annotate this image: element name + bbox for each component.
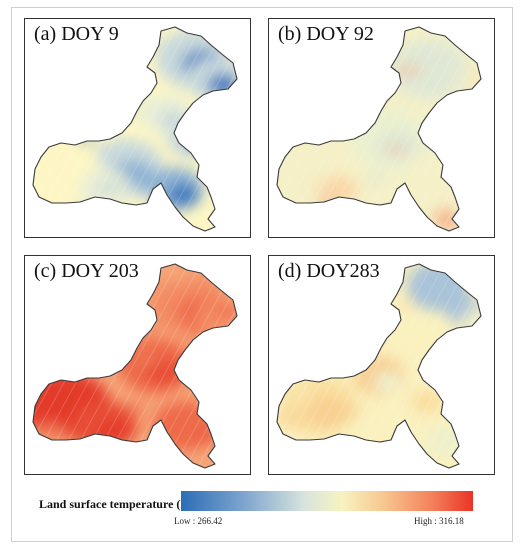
map-b — [276, 26, 482, 232]
map-panel-a: (a) DOY 9 — [24, 18, 251, 238]
map-panel-b: (b) DOY 92 — [268, 18, 495, 238]
map-d — [276, 263, 482, 469]
region-boundary — [276, 263, 482, 469]
legend-title: Land surface temperature (K) — [39, 497, 194, 511]
panel-label: (b) DOY 92 — [278, 23, 374, 45]
panel-label: (d) DOY283 — [278, 260, 380, 282]
legend-color-ramp — [181, 491, 473, 511]
region-boundary — [32, 263, 238, 469]
map-a — [32, 26, 238, 232]
region-boundary — [32, 26, 238, 232]
panel-label: (a) DOY 9 — [34, 23, 119, 45]
map-c — [32, 263, 238, 469]
map-panel-c: (c) DOY 203 — [24, 255, 251, 475]
legend-high-label: High : 316.18 — [414, 516, 464, 526]
legend-low-label: Low : 266.42 — [174, 516, 223, 526]
map-panel-d: (d) DOY283 — [268, 255, 495, 475]
panel-label: (c) DOY 203 — [34, 260, 139, 282]
region-boundary — [276, 26, 482, 232]
